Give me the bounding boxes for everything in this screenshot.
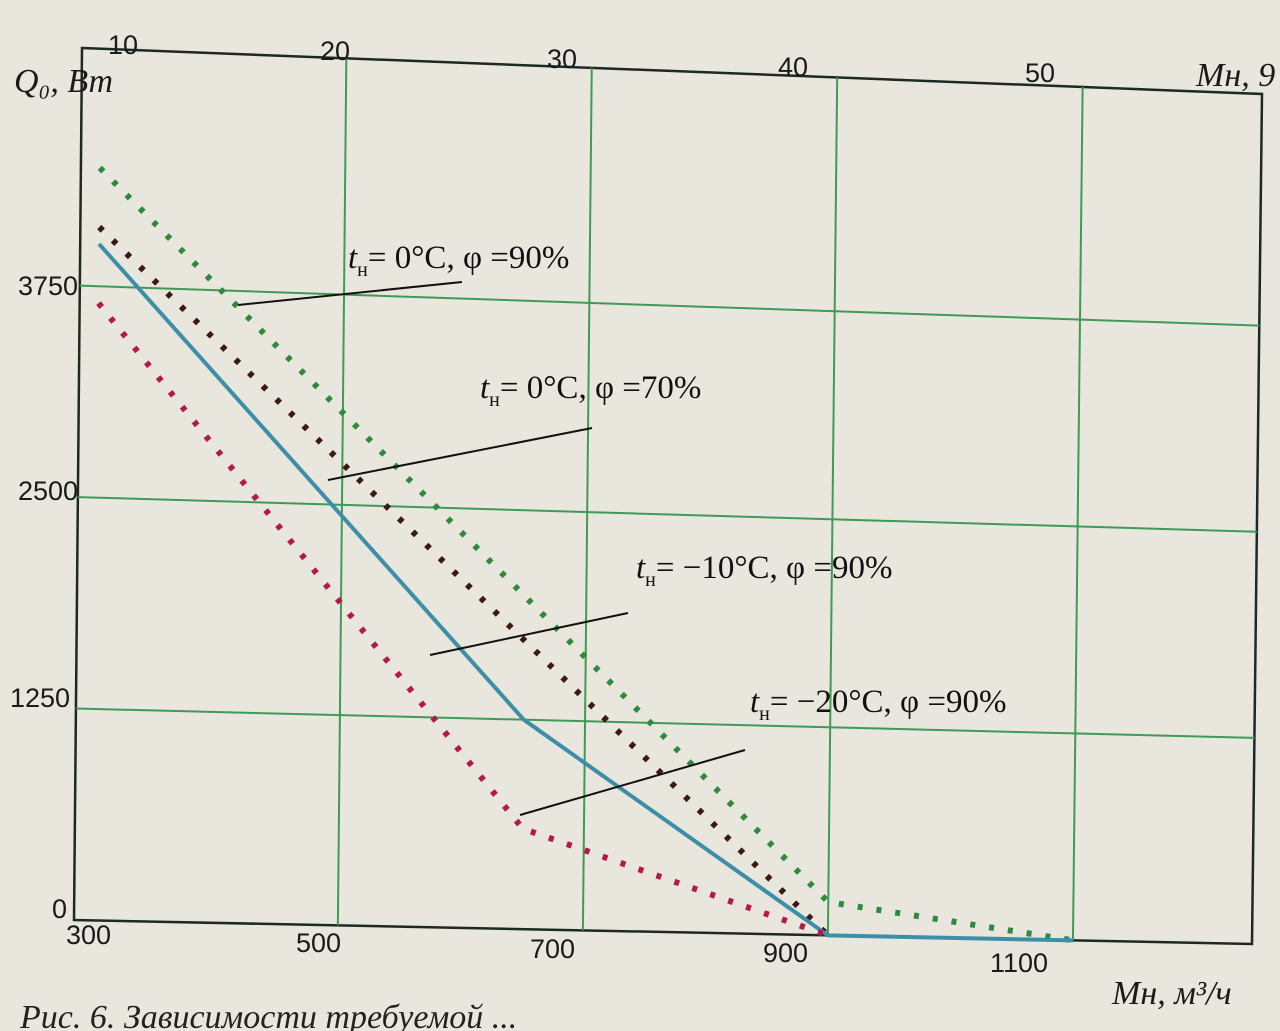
grid-line-vertical [336,58,348,926]
annotation-tm10-phi90: tн= −10°C, φ =90% [636,550,892,591]
x-top-tick-label: 30 [547,44,577,74]
grid-line-vertical [1071,86,1084,941]
annotation-leader-0 [237,281,463,306]
grid [72,46,1264,946]
x-bottom-tick-label: 1100 [990,948,1048,978]
x-bottom-tick-label: 300 [66,920,111,950]
annotation-leaders [237,281,746,816]
grid-line-horizontal [77,496,1257,533]
annotation-t0-phi70: tн= 0°C, φ =70% [480,370,701,411]
annotation-tm20-phi90: tн= −20°C, φ =90% [750,684,1006,725]
annotation-leader-3 [519,749,746,816]
series-line-2 [97,242,1073,943]
x-bottom-tick-label: 900 [763,938,808,968]
grid-line-horizontal [79,284,1260,327]
y-tick-label: 2500 [18,476,78,506]
x-top-tick-label: 20 [320,36,350,66]
grid-line-vertical [826,77,839,936]
x-top-tick-label: 50 [1025,58,1055,88]
series-line-3 [96,301,829,939]
series-layer [96,165,1074,944]
annotation-leader-2 [429,612,629,656]
y-tick-label: 3750 [18,271,78,301]
figure-caption: Рис. 6. Зависимости требуемой ... [19,999,517,1031]
x-bottom-tick-label: 700 [530,934,575,964]
x-top-tick-label: 40 [778,52,808,82]
plot-frame [72,46,1264,946]
y-tick-label: 1250 [10,683,70,713]
annotation-leader-1 [327,427,593,481]
x-bottom-axis-label: Mн, м³/ч [1111,975,1232,1012]
y-tick-label: 0 [52,894,67,924]
series-line-0 [97,165,1074,944]
y-axis-label: Q₀, Вт [14,63,113,100]
x-bottom-tick-label: 500 [296,928,341,958]
annotation-t0-phi90: tн= 0°C, φ =90% [348,240,569,281]
x-top-tick-label: 10 [108,30,138,60]
x-top-axis-label: Mн, 9 [1195,57,1275,94]
grid-line-horizontal [75,707,1255,739]
grid-line-vertical [581,67,593,931]
